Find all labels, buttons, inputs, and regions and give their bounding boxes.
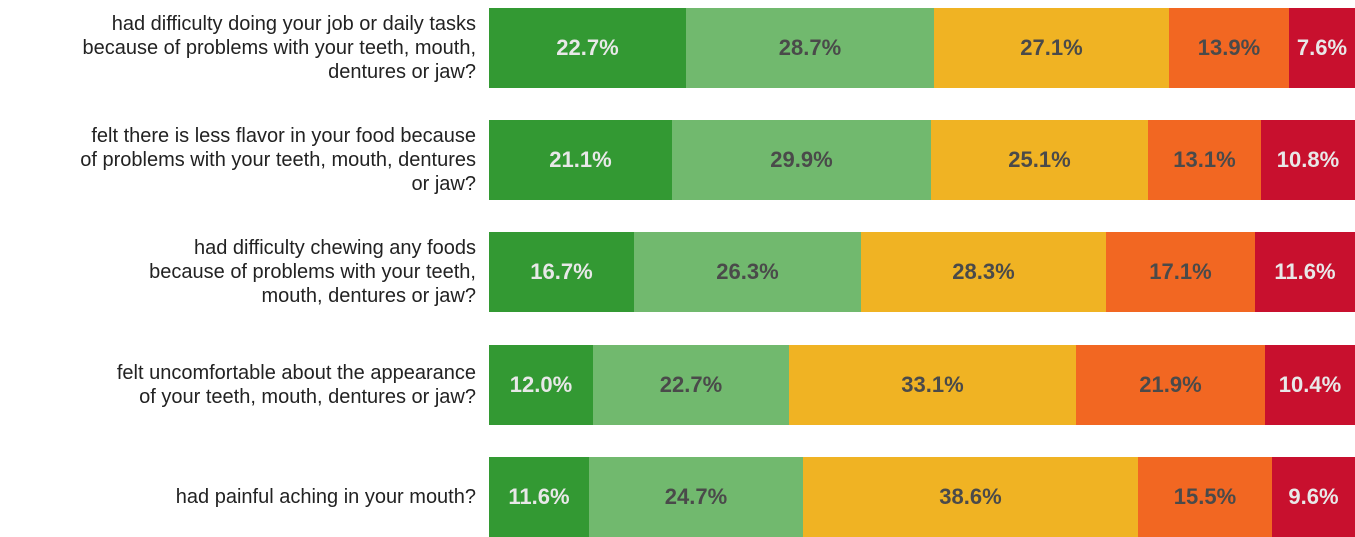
bar-segment: 38.6% <box>803 457 1138 537</box>
category-label-line: of your teeth, mouth, dentures or jaw? <box>139 386 476 408</box>
category-label-line: dentures or jaw? <box>328 61 476 83</box>
bar-row: 16.7% 26.3% 28.3% 17.1% 11.6% <box>489 232 1355 312</box>
data-label: 22.7% <box>556 35 619 60</box>
data-label: 28.7% <box>778 35 842 60</box>
category-label: had difficulty chewing any foods because … <box>0 232 476 312</box>
category-label: had difficulty doing your job or daily t… <box>0 8 476 88</box>
data-label: 7.6% <box>1296 35 1348 60</box>
data-label: 10.8% <box>1276 147 1340 172</box>
bar-row: 11.6% 24.7% 38.6% 15.5% 9.6% <box>489 457 1355 537</box>
category-label: felt there is less flavor in your food b… <box>0 120 476 200</box>
category-label-line: felt there is less flavor in your food b… <box>91 125 476 147</box>
data-label: 17.1% <box>1149 259 1212 284</box>
bar-segment: 10.4% <box>1265 345 1355 425</box>
data-label: 11.6% <box>508 484 570 509</box>
category-label-line: felt uncomfortable about the appearance <box>116 362 476 384</box>
data-label: 24.7% <box>664 484 728 509</box>
category-label-line: because of problems with your teeth, mou… <box>82 37 476 59</box>
bar-segment: 29.9% <box>672 120 931 200</box>
bar-segment: 15.5% <box>1138 457 1272 537</box>
bar-segment: 26.3% <box>634 232 861 312</box>
data-label: 29.9% <box>770 147 833 172</box>
bar-segment: 11.6% <box>489 457 589 537</box>
bar-segment: 17.1% <box>1106 232 1255 312</box>
bar-segment: 13.1% <box>1148 120 1261 200</box>
bar-segment: 11.6% <box>1255 232 1355 312</box>
data-label: 21.9% <box>1139 372 1202 397</box>
bar-segment: 21.9% <box>1076 345 1265 425</box>
category-label: felt uncomfortable about the appearance o… <box>0 345 476 425</box>
bar-segment: 9.6% <box>1272 457 1355 537</box>
category-label-line: of problems with your teeth, mouth, dent… <box>80 149 476 171</box>
bar-segment: 28.3% <box>861 232 1106 312</box>
category-label-line: had difficulty doing your job or daily t… <box>111 13 476 35</box>
data-label: 9.6% <box>1288 484 1339 509</box>
data-label: 38.6% <box>939 484 1002 509</box>
bar-segment: 16.7% <box>489 232 634 312</box>
bar-row: 12.0% 22.7% 33.1% 21.9% 10.4% <box>489 345 1355 425</box>
data-label: 28.3% <box>952 259 1015 284</box>
category-label-line: mouth, dentures or jaw? <box>261 285 476 307</box>
bar-segment: 10.8% <box>1261 120 1355 200</box>
category-label-line: or jaw? <box>411 173 476 195</box>
data-label: 15.5% <box>1173 484 1237 509</box>
data-label: 26.3% <box>716 259 779 284</box>
data-label: 13.1% <box>1173 147 1236 172</box>
data-label: 22.7% <box>659 372 723 397</box>
bar-segment: 12.0% <box>489 345 593 425</box>
bar-segment: 24.7% <box>589 457 803 537</box>
bar-segment: 25.1% <box>931 120 1148 200</box>
data-label: 33.1% <box>901 372 964 397</box>
data-label: 12.0% <box>509 372 573 397</box>
data-label: 11.6% <box>1274 259 1336 284</box>
bar-segment: 21.1% <box>489 120 672 200</box>
bar-segment: 28.7% <box>686 8 934 88</box>
bar-segment: 13.9% <box>1169 8 1289 88</box>
bar-segment: 22.7% <box>489 8 686 88</box>
category-label-line: because of problems with your teeth, <box>149 261 476 283</box>
data-label: 21.1% <box>549 147 612 172</box>
bar-segment: 22.7% <box>593 345 789 425</box>
data-label: 16.7% <box>530 259 593 284</box>
data-label: 10.4% <box>1278 372 1342 397</box>
category-label-line: had painful aching in your mouth? <box>175 486 476 508</box>
category-label-line: had difficulty chewing any foods <box>193 237 476 259</box>
data-label: 27.1% <box>1020 35 1083 60</box>
bar-segment: 7.6% <box>1289 8 1355 88</box>
bar-segment: 33.1% <box>789 345 1076 425</box>
bar-row: 22.7% 28.7% 27.1% 13.9% 7.6% <box>489 8 1355 88</box>
bar-row: 21.1% 29.9% 25.1% 13.1% 10.8% <box>489 120 1355 200</box>
data-label: 13.9% <box>1197 35 1261 60</box>
category-label: had painful aching in your mouth? <box>0 457 476 537</box>
data-label: 25.1% <box>1008 147 1071 172</box>
bar-segment: 27.1% <box>934 8 1169 88</box>
